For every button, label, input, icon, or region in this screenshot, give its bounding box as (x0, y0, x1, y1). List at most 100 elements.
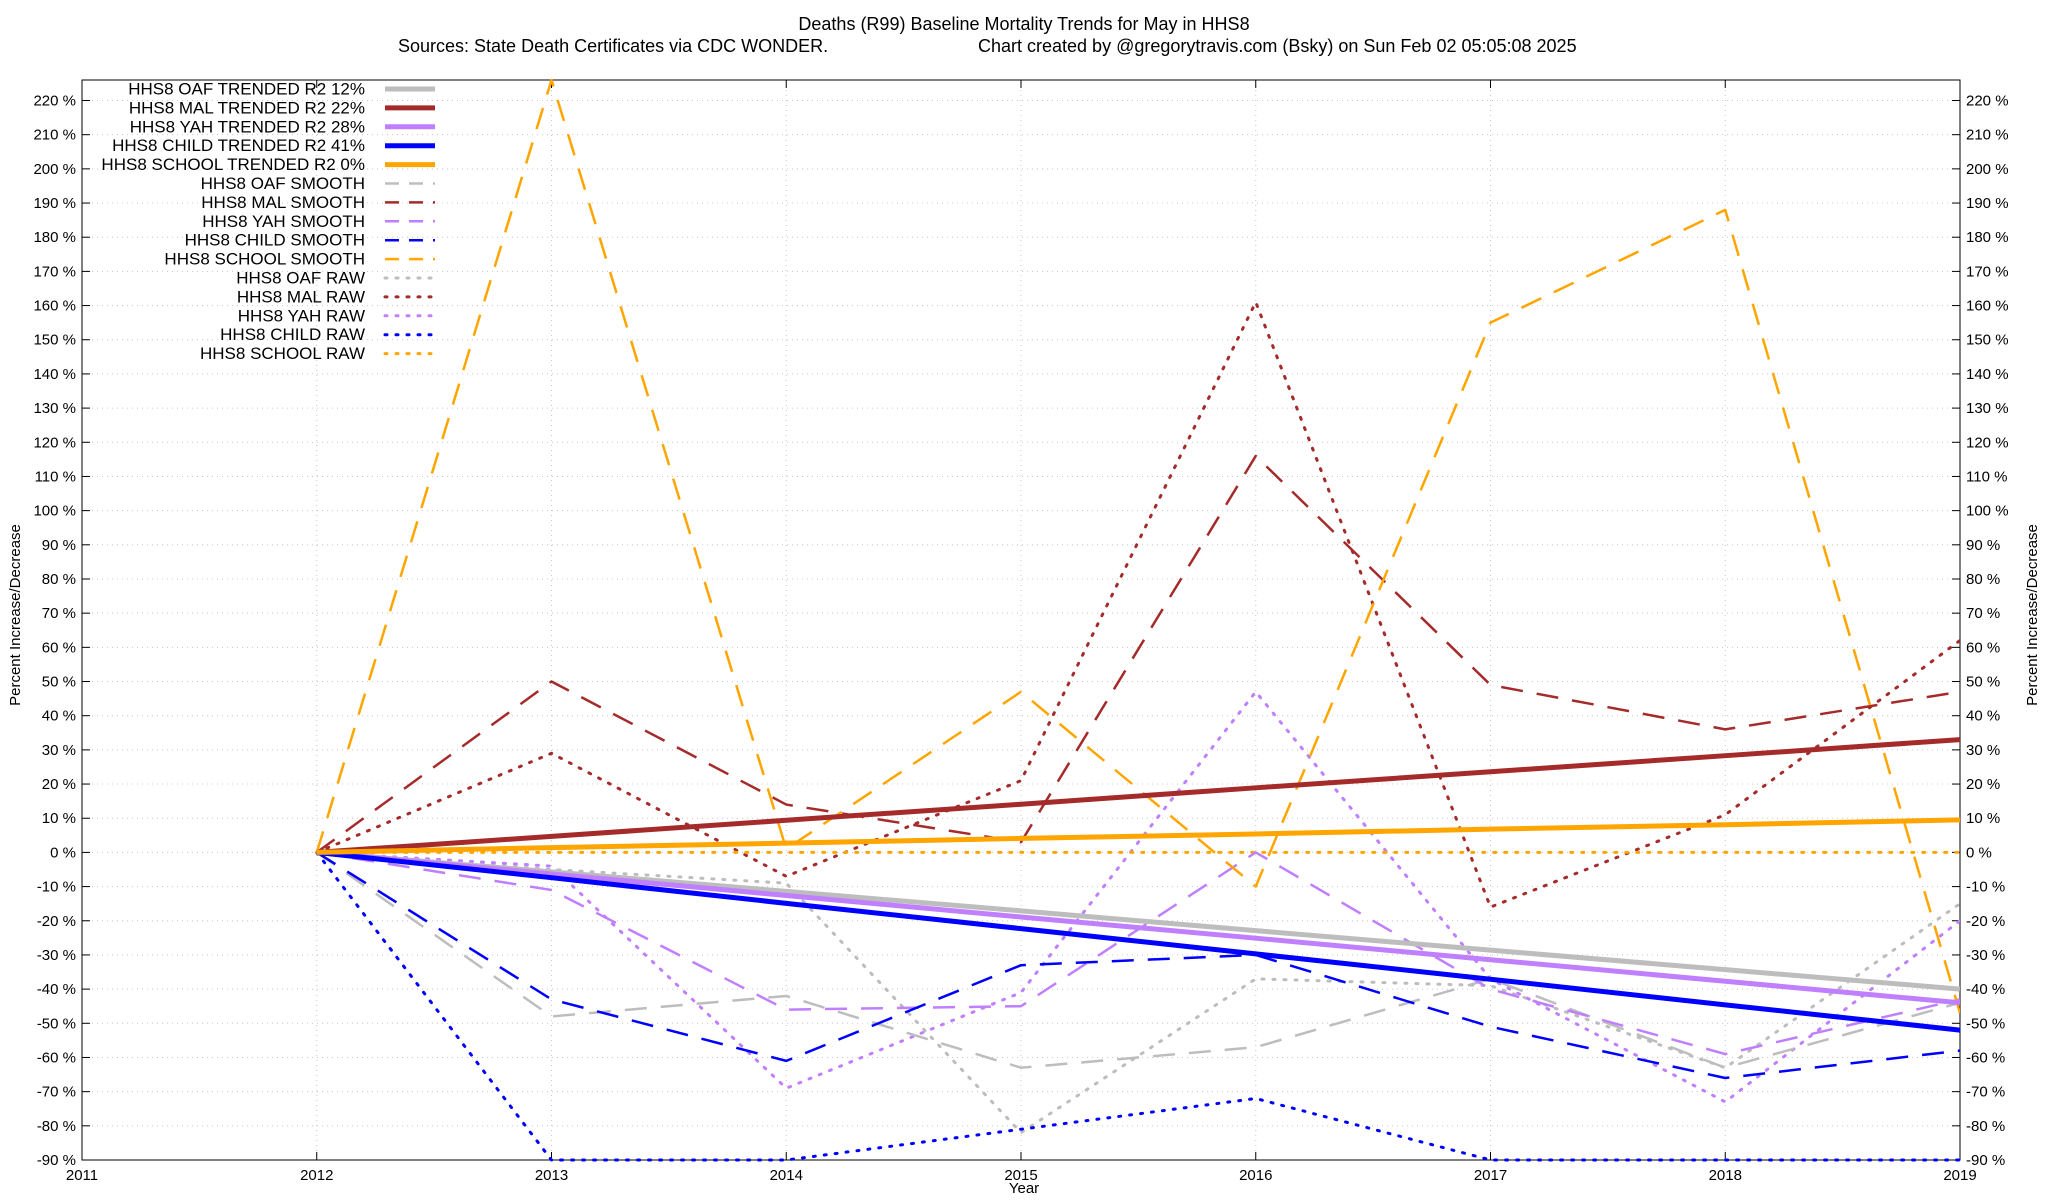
y-tick-label-right: 90 % (1966, 537, 2000, 554)
y-tick-label-left: -70 % (37, 1084, 76, 1101)
x-axis-label: Year (1009, 1180, 1039, 1197)
legend-label-hhs8-child-raw: HHS8 CHILD RAW (220, 325, 365, 344)
y-tick-label-right: -50 % (1966, 1015, 2005, 1032)
y-tick-label-left: 130 % (33, 400, 76, 417)
y-tick-label-right: 170 % (1966, 263, 2009, 280)
y-tick-label-left: 90 % (42, 537, 76, 554)
y-tick-label-left: -90 % (37, 1152, 76, 1169)
y-tick-label-right: 190 % (1966, 195, 2009, 212)
series-line-hhs8-mal-trended-r2-22 (316, 737, 1960, 855)
y-tick-label-right: 0 % (1966, 844, 1992, 861)
y-tick-label-left: 170 % (33, 263, 76, 280)
y-tick-label-right: -90 % (1966, 1152, 2005, 1169)
legend-label-hhs8-oaf-smooth: HHS8 OAF SMOOTH (201, 174, 365, 193)
plot-border (81, 79, 1961, 1161)
x-tick-label: 2018 (1709, 1167, 1742, 1184)
series-line-hhs8-yah-smooth (316, 851, 1960, 1056)
chart-title: Deaths (R99) Baseline Mortality Trends f… (798, 14, 1249, 34)
y-tick-label-right: 110 % (1966, 468, 2007, 485)
y-tick-label-right: 160 % (1966, 298, 2009, 315)
x-tick-label: 2017 (1474, 1167, 1507, 1184)
y-tick-label-left: 220 % (33, 93, 76, 110)
y-tick-label-left: -60 % (37, 1049, 76, 1066)
y-tick-label-left: 10 % (42, 810, 76, 827)
series-lines (315, 78, 1960, 1162)
y-tick-label-right: 100 % (1966, 503, 2009, 520)
legend-label-hhs8-yah-trended-r2-28: HHS8 YAH TRENDED R2 28% (130, 117, 365, 136)
y-tick-label-right: -40 % (1966, 981, 2005, 998)
y-tick-label-right: 30 % (1966, 742, 2000, 759)
legend-label-hhs8-oaf-trended-r2-12: HHS8 OAF TRENDED R2 12% (128, 80, 365, 99)
y-tick-label-left: 0 % (50, 844, 76, 861)
y-tick-label-right: 210 % (1966, 127, 2009, 144)
legend-label-hhs8-yah-raw: HHS8 YAH RAW (238, 306, 365, 325)
y-tick-label-right: -20 % (1966, 913, 2005, 930)
y-tick-label-left: -50 % (37, 1015, 76, 1032)
y-tick-label-left: 160 % (33, 298, 76, 315)
y-tick-label-right: 50 % (1966, 674, 2000, 691)
series-line-hhs8-mal-raw (315, 300, 1960, 909)
y-tick-label-right: 200 % (1966, 161, 2009, 178)
y-tick-label-left: 40 % (42, 708, 76, 725)
y-tick-label-left: -10 % (37, 879, 76, 896)
legend-label-hhs8-mal-smooth: HHS8 MAL SMOOTH (201, 193, 365, 212)
y-tick-label-right: 220 % (1966, 93, 2009, 110)
legend-label-hhs8-child-trended-r2-41: HHS8 CHILD TRENDED R2 41% (112, 136, 365, 155)
y-tick-label-right: 70 % (1966, 605, 2000, 622)
x-tick-label: 2019 (1943, 1167, 1976, 1184)
series-line-hhs8-mal-smooth (316, 454, 1960, 854)
legend-label-hhs8-child-smooth: HHS8 CHILD SMOOTH (185, 231, 365, 250)
y-tick-label-right: 80 % (1966, 571, 2000, 588)
y-tick-label-left: 80 % (42, 571, 76, 588)
y-tick-label-left: 120 % (33, 434, 76, 451)
y-tick-label-right: 20 % (1966, 776, 2000, 793)
y-axis-label-right: Percent Increase/Decrease (2024, 524, 2041, 706)
legend-label-hhs8-mal-trended-r2-22: HHS8 MAL TRENDED R2 22% (129, 98, 365, 117)
y-tick-label-left: 140 % (33, 366, 76, 383)
y-tick-label-right: 130 % (1966, 400, 2009, 417)
x-tick-label: 2013 (535, 1167, 568, 1184)
y-tick-label-left: 210 % (33, 127, 76, 144)
y-tick-label-right: -60 % (1966, 1049, 2005, 1066)
y-tick-label-left: 50 % (42, 674, 76, 691)
x-tick-label: 2015 (1004, 1167, 1037, 1184)
y-tick-label-right: 10 % (1966, 810, 2000, 827)
y-tick-label-left: -40 % (37, 981, 76, 998)
y-tick-label-left: 110 % (35, 468, 76, 485)
y-tick-label-left: 100 % (33, 503, 76, 520)
legend-label-hhs8-school-smooth: HHS8 SCHOOL SMOOTH (164, 250, 365, 269)
y-tick-label-right: -10 % (1966, 879, 2005, 896)
series-line-hhs8-school-smooth (315, 78, 1960, 1014)
y-tick-label-right: 150 % (1966, 332, 2009, 349)
axes: 220 % 220 % 210 % 210 % 200 % 200 % 190 % 190 %… (33, 79, 2009, 1184)
legend-label-hhs8-school-trended-r2-0: HHS8 SCHOOL TRENDED R2 0% (101, 155, 365, 174)
series-line-hhs8-school-trended-r2-0 (316, 817, 1960, 855)
legend-label-hhs8-school-raw: HHS8 SCHOOL RAW (200, 344, 365, 363)
x-tick-label: 2014 (770, 1167, 803, 1184)
y-tick-label-left: 20 % (42, 776, 76, 793)
y-tick-label-left: 70 % (42, 605, 76, 622)
y-tick-label-right: -70 % (1966, 1084, 2005, 1101)
y-axis-label-left: Percent Increase/Decrease (7, 524, 24, 706)
y-tick-label-left: 150 % (33, 332, 76, 349)
x-tick-label: 2012 (300, 1167, 333, 1184)
y-tick-label-right: 60 % (1966, 639, 2000, 656)
y-tick-label-right: -80 % (1966, 1118, 2005, 1135)
y-tick-label-right: 40 % (1966, 708, 2000, 725)
legend-label-hhs8-mal-raw: HHS8 MAL RAW (237, 287, 365, 306)
series-line-hhs8-child-raw (315, 850, 1960, 1162)
chart-subtitle-credit: Chart created by @gregorytravis.com (Bsk… (978, 36, 1577, 56)
y-tick-label-left: 200 % (33, 161, 76, 178)
y-tick-label-right: 180 % (1966, 229, 2009, 246)
legend-label-hhs8-yah-smooth: HHS8 YAH SMOOTH (202, 212, 365, 231)
y-tick-label-right: 140 % (1966, 366, 2009, 383)
y-tick-label-left: 30 % (42, 742, 76, 759)
series-line-hhs8-oaf-smooth (316, 851, 1960, 1069)
series-line-hhs8-yah-trended-r2-28 (316, 849, 1960, 1006)
legend: HHS8 OAF TRENDED R2 12%HHS8 MAL TRENDED … (101, 80, 437, 363)
y-tick-label-left: -80 % (37, 1118, 76, 1135)
series-line-hhs8-child-trended-r2-41 (316, 849, 1960, 1033)
y-tick-label-right: 120 % (1966, 434, 2009, 451)
